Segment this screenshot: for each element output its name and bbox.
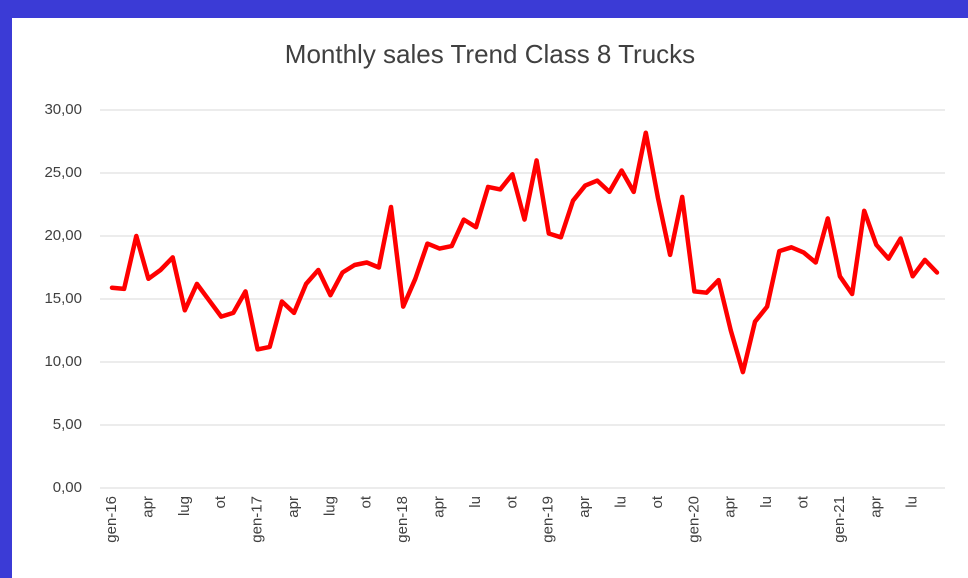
y-tick-label: 15,00 <box>44 290 82 307</box>
y-tick-label: 5,00 <box>53 416 82 433</box>
x-tick-label: apr <box>722 496 739 518</box>
x-tick-label: gen-16 <box>103 496 120 543</box>
x-tick-label: lu <box>613 496 630 508</box>
x-tick-label: apr <box>285 496 302 518</box>
x-tick-label: apr <box>431 496 448 518</box>
x-tick-label: gen-19 <box>540 496 557 543</box>
y-tick-label: 10,00 <box>44 353 82 370</box>
x-tick-label: lu <box>904 496 921 508</box>
x-tick-label: ot <box>649 495 666 508</box>
chart-title: Monthly sales Trend Class 8 Trucks <box>285 39 695 69</box>
x-tick-label: ot <box>795 495 812 508</box>
x-tick-label: ot <box>212 495 229 508</box>
y-tick-label: 25,00 <box>44 164 82 181</box>
y-tick-label: 20,00 <box>44 227 82 244</box>
x-tick-label: lug <box>176 496 193 516</box>
y-tick-label: 0,00 <box>53 479 82 496</box>
x-tick-label: apr <box>139 496 156 518</box>
y-tick-label: 30,00 <box>44 101 82 118</box>
x-tick-label: apr <box>576 496 593 518</box>
x-tick-label: gen-21 <box>831 496 848 543</box>
x-tick-label: gen-17 <box>249 496 266 543</box>
x-tick-label: gen-20 <box>685 496 702 543</box>
x-tick-label: lu <box>758 496 775 508</box>
x-tick-label: lug <box>321 496 338 516</box>
x-tick-label: apr <box>867 496 884 518</box>
x-tick-label: ot <box>503 495 520 508</box>
line-series <box>109 130 940 375</box>
x-tick-label: ot <box>358 495 375 508</box>
chart-area <box>12 18 968 578</box>
x-tick-label: lu <box>467 496 484 508</box>
x-tick-label: gen-18 <box>394 496 411 543</box>
